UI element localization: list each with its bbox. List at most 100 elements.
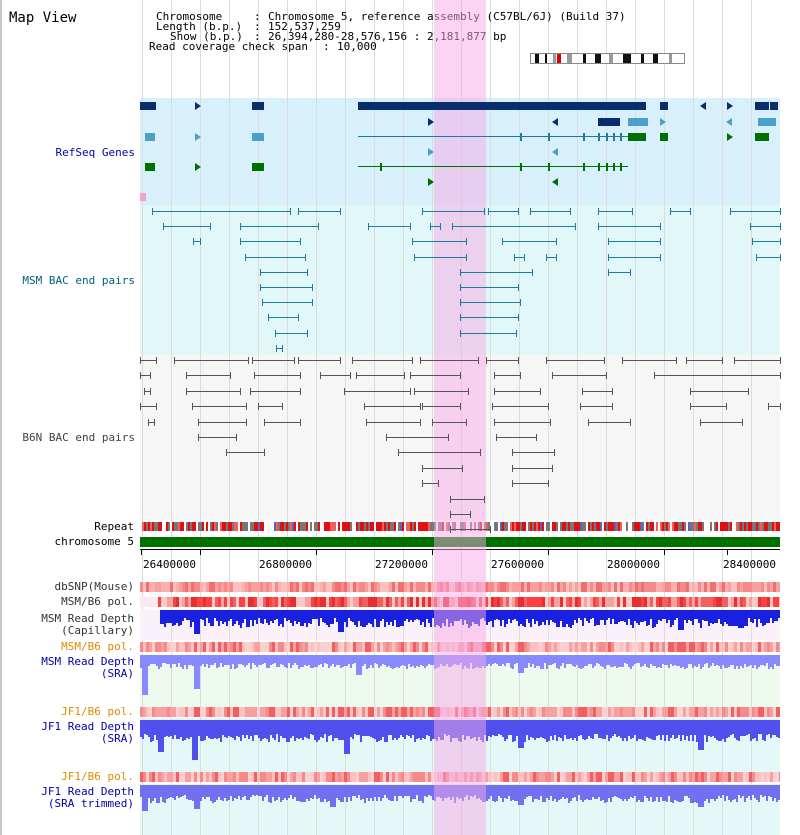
msm-bac-end[interactable]: [152, 208, 153, 215]
b6n-bac-end[interactable]: [612, 403, 613, 411]
b6n-bac-pair-line[interactable]: [422, 406, 460, 408]
msm-bac-pair-line[interactable]: [598, 226, 660, 228]
b6n-bac-pair-line[interactable]: [700, 421, 742, 423]
b6n-bac-end[interactable]: [300, 387, 301, 395]
msm-bac-pair-line[interactable]: [460, 287, 518, 288]
msm-bac-pair-line[interactable]: [546, 256, 556, 258]
gene-exon[interactable]: [613, 133, 615, 141]
b6n-bac-end[interactable]: [604, 357, 605, 364]
b6n-bac-end[interactable]: [240, 387, 241, 395]
gene-arrow-icon[interactable]: [727, 102, 733, 110]
b6n-bac-end[interactable]: [412, 357, 413, 364]
b6n-bac-end[interactable]: [450, 526, 451, 534]
b6n-bac-end[interactable]: [156, 357, 157, 364]
b6n-bac-end[interactable]: [460, 403, 461, 411]
b6n-bac-end[interactable]: [148, 418, 149, 426]
b6n-bac-end[interactable]: [552, 464, 553, 472]
b6n-bac-end[interactable]: [356, 372, 357, 380]
msm-bac-end[interactable]: [632, 208, 633, 215]
msm-bac-pair-line[interactable]: [193, 241, 200, 243]
msm-bac-end[interactable]: [520, 299, 521, 307]
b6n-bac-end[interactable]: [230, 372, 231, 380]
gene-exon[interactable]: [613, 163, 615, 171]
msm-bac-end[interactable]: [780, 208, 781, 215]
b6n-bac-end[interactable]: [654, 372, 655, 380]
msm-bac-pair-line[interactable]: [152, 211, 290, 212]
msm-bac-pair-line[interactable]: [240, 241, 300, 243]
msm-bac-pair-line[interactable]: [750, 226, 780, 228]
msm-bac-end[interactable]: [670, 208, 671, 215]
gene-block[interactable]: [630, 102, 646, 110]
b6n-bac-end[interactable]: [780, 357, 781, 364]
msm-bac-end[interactable]: [412, 238, 413, 246]
b6n-bac-end[interactable]: [386, 434, 387, 441]
b6n-bac-end[interactable]: [734, 357, 735, 364]
b6n-bac-pair-line[interactable]: [174, 360, 248, 361]
msm-bac-end[interactable]: [514, 253, 515, 261]
msm-bac-pair-line[interactable]: [598, 211, 632, 212]
msm-bac-pair-line[interactable]: [460, 302, 520, 304]
b6n-bac-end[interactable]: [236, 434, 237, 441]
msm-bac-end[interactable]: [630, 268, 631, 276]
b6n-bac-end[interactable]: [422, 403, 423, 411]
gene-arrow-icon[interactable]: [552, 118, 558, 126]
msm-bac-end[interactable]: [460, 329, 461, 337]
msm-bac-end[interactable]: [276, 344, 277, 352]
b6n-bac-end[interactable]: [156, 403, 157, 411]
b6n-bac-end[interactable]: [140, 372, 141, 380]
msm-bac-pair-line[interactable]: [530, 211, 570, 212]
msm-bac-end[interactable]: [690, 208, 691, 215]
b6n-bac-end[interactable]: [520, 372, 521, 380]
gene-block[interactable]: [145, 133, 155, 141]
b6n-bac-end[interactable]: [490, 526, 491, 534]
b6n-bac-end[interactable]: [140, 357, 141, 364]
msm-bac-end[interactable]: [518, 284, 519, 291]
msm-bac-end[interactable]: [488, 208, 489, 215]
b6n-bac-end[interactable]: [300, 372, 301, 380]
b6n-bac-end[interactable]: [264, 449, 265, 457]
msm-bac-end[interactable]: [608, 253, 609, 261]
msm-bac-end[interactable]: [502, 238, 503, 246]
msm-bac-pair-line[interactable]: [752, 241, 780, 243]
b6n-bac-pair-line[interactable]: [364, 406, 420, 408]
msm-bac-end[interactable]: [608, 268, 609, 276]
b6n-bac-end[interactable]: [448, 434, 449, 441]
b6n-bac-end[interactable]: [246, 403, 247, 411]
gene-block[interactable]: [755, 133, 769, 141]
b6n-bac-end[interactable]: [264, 418, 265, 426]
msm-bac-end[interactable]: [780, 223, 781, 231]
b6n-bac-end[interactable]: [300, 418, 301, 426]
msm-bac-pair-line[interactable]: [414, 256, 466, 258]
b6n-bac-pair-line[interactable]: [654, 375, 780, 377]
b6n-bac-pair-line[interactable]: [186, 375, 230, 377]
b6n-bac-pair-line[interactable]: [686, 360, 722, 361]
gene-block[interactable]: [252, 102, 264, 110]
b6n-bac-end[interactable]: [748, 387, 749, 395]
b6n-bac-pair-line[interactable]: [494, 390, 540, 392]
msm-bac-pair-line[interactable]: [514, 256, 524, 258]
b6n-bac-end[interactable]: [780, 372, 781, 380]
msm-bac-end[interactable]: [422, 208, 423, 215]
msm-bac-end[interactable]: [570, 208, 571, 215]
msm-bac-pair-line[interactable]: [298, 211, 340, 212]
msm-bac-end[interactable]: [340, 208, 341, 215]
b6n-bac-pair-line[interactable]: [140, 360, 156, 361]
gene-block[interactable]: [770, 102, 778, 110]
b6n-bac-pair-line[interactable]: [580, 406, 612, 408]
b6n-bac-pair-line[interactable]: [734, 360, 780, 361]
gene-block[interactable]: [598, 118, 620, 126]
gene-arrow-icon[interactable]: [428, 118, 434, 126]
gene-exon[interactable]: [520, 133, 522, 141]
b6n-bac-pair-line[interactable]: [298, 360, 340, 361]
msm-bac-pair-line[interactable]: [502, 241, 556, 243]
gene-exon[interactable]: [620, 163, 622, 171]
b6n-bac-end[interactable]: [420, 403, 421, 411]
msm-bac-end[interactable]: [452, 223, 453, 231]
b6n-bac-end[interactable]: [450, 495, 451, 503]
msm-bac-end[interactable]: [516, 329, 517, 337]
msm-bac-end[interactable]: [484, 208, 485, 215]
gene-block[interactable]: [758, 118, 776, 126]
b6n-bac-end[interactable]: [780, 403, 781, 411]
gene-arrow-icon[interactable]: [428, 148, 434, 156]
b6n-bac-end[interactable]: [690, 387, 691, 395]
